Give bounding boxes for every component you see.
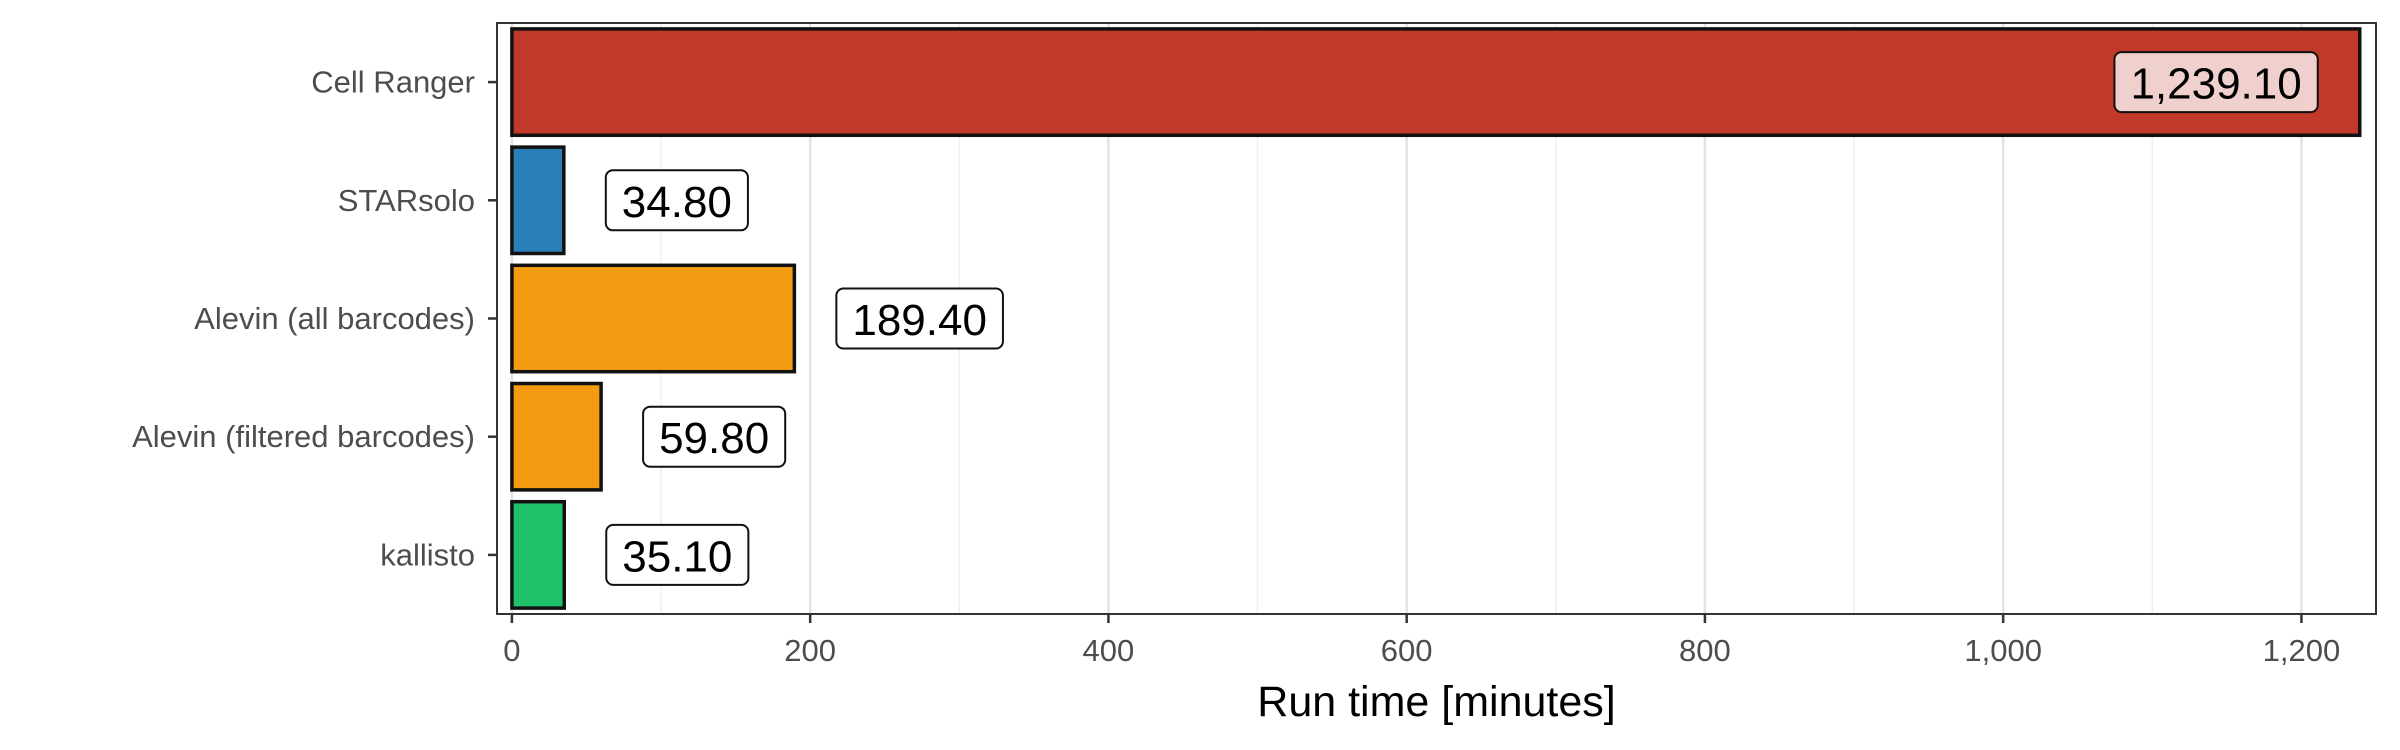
data-label-box bbox=[2113, 51, 2319, 114]
x-tick-label: 400 bbox=[1083, 633, 1135, 668]
data-label-text: 34.80 bbox=[622, 178, 732, 227]
data-label: 34.80 bbox=[604, 169, 749, 232]
data-label: 1,239.10 bbox=[2113, 51, 2319, 114]
bar-alevin-filtered-barcodes bbox=[510, 381, 603, 492]
bar-alevin-all-barcodes bbox=[510, 263, 797, 374]
data-label-text: 59.80 bbox=[659, 414, 769, 463]
x-tick-label: 600 bbox=[1381, 633, 1433, 668]
data-label: 189.40 bbox=[835, 287, 1004, 350]
bar-starsolo bbox=[510, 145, 566, 256]
data-label-text: 1,239.10 bbox=[2130, 60, 2301, 109]
data-label: 35.10 bbox=[605, 523, 750, 586]
x-tick-label: 200 bbox=[784, 633, 836, 668]
y-axis: Cell Ranger STARsolo Alevin (all barcodes)… bbox=[132, 65, 497, 572]
y-tick-label: Cell Ranger bbox=[311, 65, 475, 100]
x-tick-label: 0 bbox=[503, 633, 520, 668]
y-tick-label: Alevin (all barcodes) bbox=[194, 301, 475, 336]
x-tick-label: 800 bbox=[1679, 633, 1731, 668]
bars bbox=[510, 27, 2362, 610]
x-tick-label: 1,000 bbox=[1964, 633, 2042, 668]
y-tick-label: STARsolo bbox=[338, 183, 475, 218]
data-labels: 1,239.10 34.80 189.40 59.80 35.10 bbox=[604, 51, 2319, 586]
data-label: 59.80 bbox=[642, 405, 787, 468]
x-axis: 0 200 400 600 800 1,000 1,200 bbox=[503, 614, 2340, 668]
data-label-box bbox=[605, 523, 750, 586]
x-axis-title: Run time [minutes] bbox=[1257, 678, 1615, 726]
y-tick-label: Alevin (filtered barcodes) bbox=[132, 419, 475, 454]
data-label-box bbox=[835, 287, 1004, 350]
data-label-box bbox=[642, 405, 787, 468]
bar-cell-ranger bbox=[510, 27, 2362, 138]
data-label-box bbox=[604, 169, 749, 232]
bar-kallisto bbox=[510, 499, 567, 610]
x-tick-label: 1,200 bbox=[2263, 633, 2341, 668]
y-tick-label: kallisto bbox=[380, 537, 475, 572]
data-label-text: 35.10 bbox=[622, 532, 732, 581]
data-label-text: 189.40 bbox=[852, 296, 987, 345]
